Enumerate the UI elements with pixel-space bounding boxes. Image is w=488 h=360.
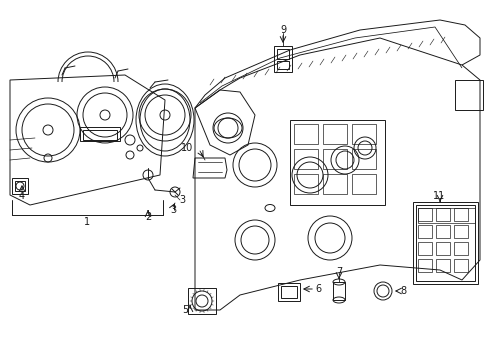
Bar	[435, 242, 449, 255]
Bar	[276, 61, 288, 69]
Bar	[417, 208, 474, 223]
Bar	[453, 242, 467, 255]
Text: 6: 6	[314, 284, 321, 294]
Bar	[453, 225, 467, 238]
Bar	[454, 80, 482, 110]
Bar	[435, 208, 449, 221]
Bar	[453, 259, 467, 272]
Bar	[293, 174, 317, 194]
Bar	[351, 149, 375, 169]
Text: 1: 1	[84, 217, 90, 227]
Bar	[332, 282, 345, 300]
Bar	[12, 178, 28, 194]
Text: 8: 8	[399, 286, 406, 296]
Text: 4: 4	[19, 191, 25, 201]
Bar	[323, 149, 346, 169]
Bar	[435, 259, 449, 272]
Bar	[278, 283, 299, 301]
Bar	[83, 130, 117, 140]
Text: 9: 9	[279, 25, 285, 35]
Bar	[417, 208, 431, 221]
Bar	[415, 205, 474, 281]
Text: 11: 11	[432, 191, 444, 201]
Bar	[417, 259, 431, 272]
Text: 10: 10	[181, 143, 193, 153]
Bar	[417, 242, 431, 255]
Bar	[289, 120, 384, 205]
Text: 5: 5	[182, 305, 187, 315]
Bar	[453, 208, 467, 221]
Bar	[276, 49, 288, 59]
Bar	[412, 202, 477, 284]
Bar	[293, 149, 317, 169]
Text: 3: 3	[170, 205, 176, 215]
Bar	[435, 225, 449, 238]
Text: 7: 7	[335, 267, 342, 277]
Text: 2: 2	[144, 212, 151, 222]
Bar	[323, 124, 346, 144]
Bar	[323, 174, 346, 194]
Bar	[293, 124, 317, 144]
Text: 3: 3	[179, 195, 184, 205]
Bar	[351, 174, 375, 194]
Bar	[281, 286, 296, 298]
Bar	[15, 181, 25, 191]
Bar	[80, 127, 120, 141]
Bar	[273, 46, 291, 72]
Bar	[187, 288, 216, 314]
Bar	[417, 225, 431, 238]
Bar	[351, 124, 375, 144]
